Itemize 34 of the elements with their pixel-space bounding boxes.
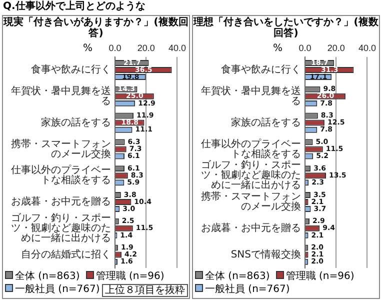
x-tick-label: 0.0 xyxy=(108,42,122,53)
y-tick-label: お歳暮・お中元を贈る xyxy=(201,222,301,234)
legend-label: 一般社員 (n=767) xyxy=(14,284,100,296)
y-tick-label: お歳暮・お中元を贈る xyxy=(11,196,111,208)
y-tick-label: 家族の話をする xyxy=(41,116,111,128)
x-axis-title: % xyxy=(83,43,93,54)
legend-label: 管理職 (n=96) xyxy=(284,271,354,283)
y-tick-label: 仕事以外のプライベートな相談をする xyxy=(201,138,301,160)
chart-subtitle: 現実「付き合いがありますか？」(複数回答) xyxy=(3,16,189,40)
legend-label: 全体 (n=863) xyxy=(14,271,80,283)
x-tick-label: 40.0 xyxy=(168,42,186,53)
legend-label: 全体 (n=863) xyxy=(204,271,270,283)
y-tick-label: ゴルフ・釣り・スポーツ・観劇など趣味のために一緒に出かける xyxy=(201,159,301,192)
y-tick-label: 食事や飲みに行く xyxy=(221,64,301,76)
x-axis-title: % xyxy=(273,43,283,54)
y-tick-label: 家族の話をする xyxy=(231,116,301,128)
x-tick-label: 20.0 xyxy=(137,42,155,53)
y-tick-label: 年賀状・暑中見舞を送る xyxy=(201,84,301,107)
x-tick-label: 20.0 xyxy=(327,42,345,53)
y-tick-label: 年賀状・暑中見舞を送る xyxy=(11,84,111,107)
y-tick-label: 自分の結婚式に招く xyxy=(21,248,111,260)
x-tick-label: 0.0 xyxy=(298,42,312,53)
legend-label: 一般社員 (n=767) xyxy=(204,284,290,296)
y-tick-label: 食事や飲みに行く xyxy=(31,64,111,76)
legend-label: 管理職 (n=96) xyxy=(94,271,164,283)
y-tick-label: ゴルフ・釣り・スポーツ・観劇など趣味のために一緒に出かける xyxy=(11,212,111,244)
text: 上位８項目を抜粋 xyxy=(102,284,188,297)
x-tick-label: 40.0 xyxy=(358,42,376,53)
y-tick-label: 仕事以外のプライベートな相談をする xyxy=(11,164,111,186)
chart-title: 理想「付き合いをしたいですか？」(複数回答) xyxy=(193,16,379,40)
y-tick-label: SNSで情報交換 xyxy=(230,248,301,260)
y-tick-label: 携帯・スマートフォンのメール交換 xyxy=(11,138,111,160)
y-tick-label: 携帯・スマートフォンのメール交換 xyxy=(201,190,301,213)
chart-title: Q.仕事以外で上司とどのような xyxy=(3,1,146,13)
